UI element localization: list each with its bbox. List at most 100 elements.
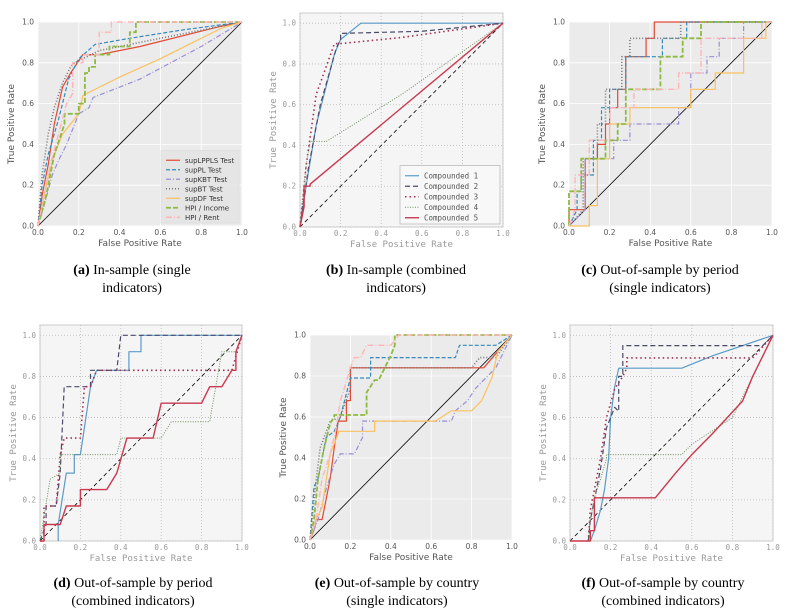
x-tick-label: 1.0 <box>766 228 778 237</box>
y-tick-label: 0.8 <box>22 58 34 67</box>
y-tick-label: 0.0 <box>22 537 36 546</box>
legend-label: supKBT Test <box>185 176 227 184</box>
caption-f: (f) Out-of-sample by country (combined i… <box>558 575 768 611</box>
caption-line1: Out-of-sample by period <box>600 263 739 278</box>
x-axis-label: False Positive Rate <box>98 239 182 249</box>
x-tick-label: 0.8 <box>195 543 209 552</box>
x-tick-label: 1.0 <box>236 228 248 237</box>
y-axis-label: True Positive Rate <box>9 384 19 482</box>
roc-curve-compounded-5 <box>299 22 504 228</box>
roc-curve-compounded-4 <box>39 335 243 542</box>
y-tick-label: 0.8 <box>294 372 306 381</box>
y-tick-label: 0.6 <box>294 413 306 422</box>
y-tick-label: 0.4 <box>553 140 565 149</box>
x-tick-label: 1.0 <box>766 543 780 552</box>
x-tick-label: 0.0 <box>32 228 44 237</box>
chance-diagonal <box>39 335 243 542</box>
y-tick-label: 0.6 <box>553 99 565 108</box>
legend-label: supPL Test <box>185 166 222 174</box>
y-tick-label: 0.6 <box>22 413 36 422</box>
y-tick-label: 0.0 <box>552 537 566 546</box>
x-tick-label: 0.0 <box>563 543 577 552</box>
y-tick-label: 0.6 <box>552 413 566 422</box>
caption-a: (a) In-sample (single indicators) <box>62 262 202 298</box>
legend-label: Compounded 4 <box>424 203 479 212</box>
y-tick-label: 0.2 <box>553 181 565 190</box>
roc-curve-supkbt-test <box>37 21 243 227</box>
y-axis-label: True Positive Rate <box>7 83 17 165</box>
panel-e: 0.0 0.2 0.4 0.6 0.8 1.0 0.0 0.2 0.4 0.6 0.8 1.0 Fals… <box>265 318 527 568</box>
legend-label: supBT Test <box>185 185 223 193</box>
y-axis-label: True Positive Rate <box>539 384 549 482</box>
y-tick-label: 0.0 <box>22 222 34 231</box>
panel-a: 0.0 0.2 0.4 0.6 0.8 1.0 0.0 0.2 0.4 0.6 0.8 1.0 Fals… <box>0 0 262 252</box>
roc-curve-hpi-rent <box>568 21 772 227</box>
y-tick-label: 0.4 <box>294 454 306 463</box>
x-tick-label: 0.2 <box>73 228 85 237</box>
y-axis-label: True Positive Rate <box>279 397 289 479</box>
panel-d: 0.0 0.2 0.4 0.6 0.8 1.0 0.0 0.2 0.4 0.6 0.8 1.0 Fals… <box>0 318 262 568</box>
caption-line1: Out-of-sample by country <box>599 576 745 591</box>
roc-chart-c: 0.0 0.2 0.4 0.6 0.8 1.0 0.0 0.2 0.4 0.6 0.8 1.0 Fals… <box>538 18 778 250</box>
chance-diagonal <box>569 335 774 542</box>
caption-d: (d) Out-of-sample by period (combined in… <box>28 575 238 611</box>
roc-curve-compounded-5 <box>570 334 774 542</box>
y-tick-label: 0.6 <box>282 100 296 109</box>
caption-line1: In-sample (combined <box>346 263 466 278</box>
caption-letter: (c) <box>581 263 597 278</box>
roc-curve-suplppls-test <box>37 21 243 227</box>
panel-c: 0.0 0.2 0.4 0.6 0.8 1.0 0.0 0.2 0.4 0.6 0.8 1.0 Fals… <box>530 0 792 252</box>
x-tick-label: 0.2 <box>344 542 356 551</box>
x-axis-label: False Positive Rate <box>369 553 453 563</box>
x-axis-label: False Positive Rate <box>629 239 713 249</box>
caption-letter: (b) <box>326 263 344 278</box>
y-tick-label: 1.0 <box>282 19 296 28</box>
caption-line2: (single indicators) <box>609 281 711 296</box>
x-tick-label: 0.2 <box>74 543 88 552</box>
chance-diagonal <box>299 22 504 228</box>
roc-chart-a: 0.0 0.2 0.4 0.6 0.8 1.0 0.0 0.2 0.4 0.6 0.8 1.0 Fals… <box>7 18 248 250</box>
roc-chart-b: 0.0 0.2 0.4 0.6 0.8 1.0 0.0 0.2 0.4 0.6 0.8 1.0 Fals… <box>269 12 510 250</box>
roc-curve-hpi-rent <box>309 334 512 541</box>
caption-c: (c) Out-of-sample by period (single indi… <box>560 262 760 298</box>
legend-label: supLPPLS Test <box>185 157 234 165</box>
x-tick-label: 0.0 <box>563 228 575 237</box>
x-axis-label: False Positive Rate <box>620 554 723 564</box>
y-tick-label: 0.4 <box>22 140 34 149</box>
roc-curve-supbt-test <box>37 21 243 227</box>
x-tick-label: 0.8 <box>466 542 478 551</box>
y-tick-label: 1.0 <box>294 331 306 340</box>
y-tick-label: 0.6 <box>22 99 34 108</box>
y-axis-label: True Positive Rate <box>269 71 279 169</box>
roc-chart-e: 0.0 0.2 0.4 0.6 0.8 1.0 0.0 0.2 0.4 0.6 0.8 1.0 Fals… <box>279 331 518 564</box>
roc-curve-compounded-2 <box>587 334 774 542</box>
caption-letter: (d) <box>53 576 71 591</box>
roc-curve-hpi-income <box>568 21 772 226</box>
y-tick-label: 0.2 <box>22 181 34 190</box>
y-tick-label: 0.0 <box>294 536 306 545</box>
x-tick-label: 0.6 <box>154 543 168 552</box>
caption-e: (e) Out-of-sample by country (single ind… <box>292 575 502 611</box>
roc-chart-f: 0.0 0.2 0.4 0.6 0.8 1.0 0.0 0.2 0.4 0.6 0.8 1.0 Fals… <box>539 324 780 564</box>
panel-b: 0.0 0.2 0.4 0.6 0.8 1.0 0.0 0.2 0.4 0.6 0.8 1.0 Fals… <box>265 0 527 252</box>
x-tick-label: 0.4 <box>114 543 128 552</box>
plot-background <box>39 324 243 542</box>
roc-curve-hpi-income <box>309 334 512 541</box>
x-tick-label: 1.0 <box>235 543 249 552</box>
legend-box <box>160 150 240 224</box>
caption-letter: (e) <box>314 576 331 591</box>
x-tick-label: 0.6 <box>425 542 437 551</box>
y-axis-label: True Positive Rate <box>538 83 548 165</box>
x-tick-label: 0.0 <box>293 229 307 238</box>
x-tick-label: 0.8 <box>195 228 207 237</box>
x-tick-label: 0.2 <box>334 229 348 238</box>
y-tick-label: 1.0 <box>22 18 34 27</box>
roc-curve-hpi-rent <box>37 21 242 227</box>
y-tick-label: 0.0 <box>282 223 296 232</box>
x-tick-label: 0.4 <box>114 228 126 237</box>
x-tick-label: 0.6 <box>415 229 429 238</box>
caption-line2: (combined indicators) <box>71 594 195 609</box>
y-tick-label: 0.8 <box>282 59 296 68</box>
x-tick-label: 0.6 <box>154 228 166 237</box>
